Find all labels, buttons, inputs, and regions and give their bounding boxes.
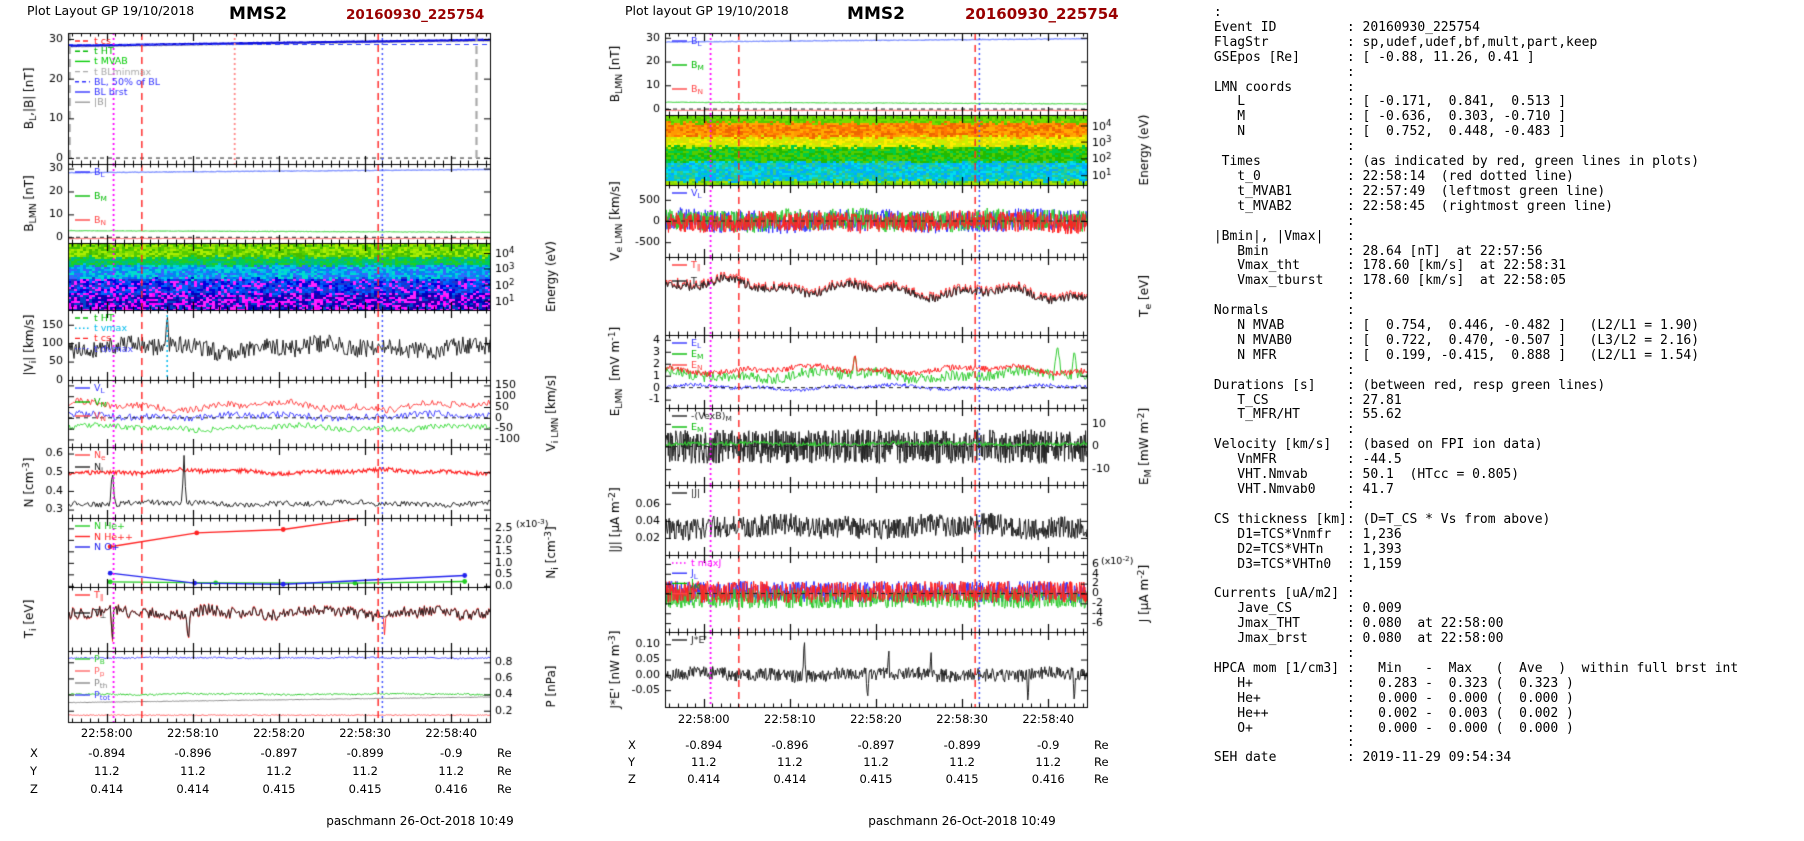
left-panel-footer: paschmann 26-Oct-2018 10:49 — [326, 814, 514, 828]
left-panel-header: Plot Layout GP 19/10/2018 — [27, 3, 195, 18]
middle-panel-footer: paschmann 26-Oct-2018 10:49 — [868, 814, 1056, 828]
middle-panel-title: MMS2 — [847, 4, 905, 24]
info-panel: : Event ID : 20160930_225754 FlagStr : s… — [1213, 5, 1739, 766]
middle-panel-header: Plot layout GP 19/10/2018 — [625, 3, 789, 18]
left-event-id: 20160930_225754 — [346, 7, 485, 23]
left-panel-title: MMS2 — [229, 4, 287, 24]
middle-event-id: 20160930_225754 — [965, 5, 1119, 23]
